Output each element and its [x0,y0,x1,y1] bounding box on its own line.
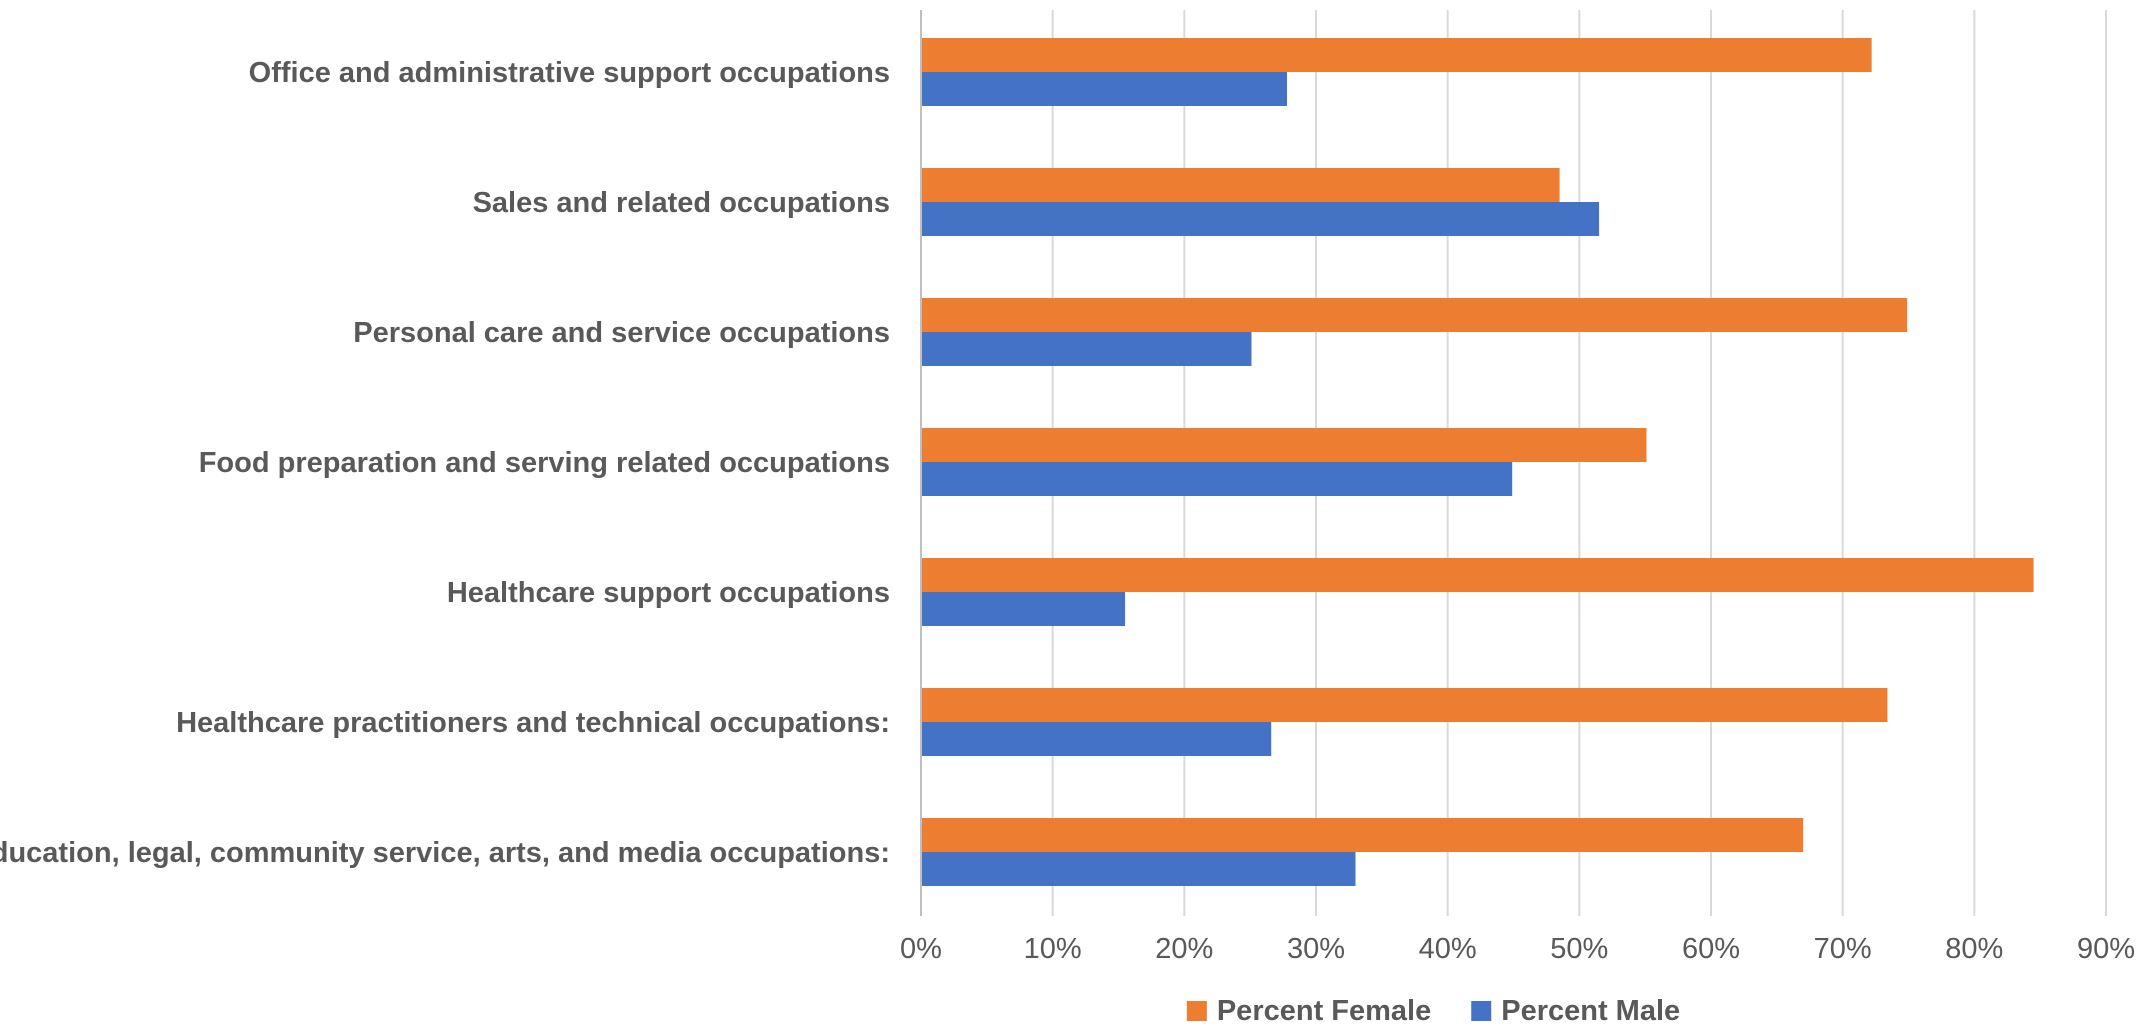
bar-female [921,688,1888,722]
legend-label: Percent Male [1501,995,1680,1027]
category-label: Personal care and service occupations [353,317,890,349]
legend: Percent Female Percent Male [1186,995,1680,1027]
x-tick-label: 60% [1682,933,1740,965]
bar-male [921,202,1600,236]
x-tick-label: 10% [1024,933,1082,965]
bar-male [921,332,1252,366]
category-label: Office and administrative support occupa… [249,57,890,89]
category-label: Healthcare practitioners and technical o… [176,707,890,739]
category-labels: Office and administrative support occupa… [0,57,890,869]
legend-label: Percent Female [1217,995,1431,1027]
bar-female [921,298,1908,332]
legend-item: Percent Male [1471,995,1680,1027]
x-tick-label: 30% [1287,933,1345,965]
category-label: Food preparation and serving related occ… [199,447,890,479]
bar-male [921,72,1288,106]
x-tick-label: 20% [1155,933,1213,965]
x-tick-label: 0% [900,933,942,965]
bar-male [921,722,1272,756]
category-label: Sales and related occupations [473,187,890,219]
legend-swatch [1471,1001,1492,1021]
legend-item: Percent Female [1186,995,1431,1027]
gridlines [1051,10,2107,916]
x-tick-labels: 0% 10% 20% 30% 40% 50% 60% 70% 80% 90% [900,933,2135,965]
x-tick-label: 70% [1814,933,1872,965]
bars [921,38,2034,886]
legend-swatch [1186,1001,1207,1021]
bar-female [921,38,1872,72]
bar-female [921,428,1647,462]
x-tick-label: 50% [1550,933,1608,965]
bar-male [921,852,1356,886]
bar-male [921,462,1513,496]
category-label: Education, legal, community service, art… [0,837,890,869]
x-tick-label: 40% [1419,933,1477,965]
category-label: Healthcare support occupations [447,577,890,609]
bar-female [921,168,1560,202]
bar-female [921,558,2034,592]
x-tick-label: 90% [2077,933,2135,965]
x-tick-label: 80% [1945,933,2003,965]
bar-female [921,818,1804,852]
bar-male [921,592,1126,626]
